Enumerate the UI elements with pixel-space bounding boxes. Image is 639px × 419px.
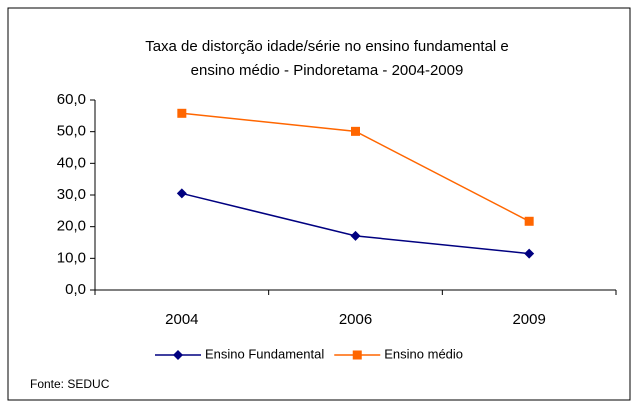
source-note: Fonte: SEDUC [30,377,110,391]
chart-frame [7,7,631,401]
y-tick-label: 40,0 [57,154,86,171]
x-tick-label: 2009 [512,311,545,328]
legend-marker [173,350,183,360]
legend-marker [352,350,362,360]
data-point [176,188,187,199]
chart-title: ensino médio - Pindoretama - 2004-2009 [191,62,464,79]
y-tick-label: 30,0 [57,186,86,203]
y-tick-label: 60,0 [57,91,86,108]
x-tick-label: 2006 [339,311,372,328]
y-tick-label: 10,0 [57,249,86,266]
data-point [524,216,534,226]
data-point [350,230,361,241]
x-tick-label: 2004 [165,311,198,328]
legend-label: Ensino médio [384,346,463,361]
legend-label: Ensino Fundamental [205,346,324,361]
data-point [351,126,360,136]
data-point [177,108,187,118]
y-tick-label: 0,0 [65,281,86,298]
data-point [524,248,535,259]
y-tick-label: 50,0 [57,123,86,140]
chart-title: Taxa de distorção idade/série no ensino … [145,38,509,55]
y-tick-label: 20,0 [57,218,86,235]
